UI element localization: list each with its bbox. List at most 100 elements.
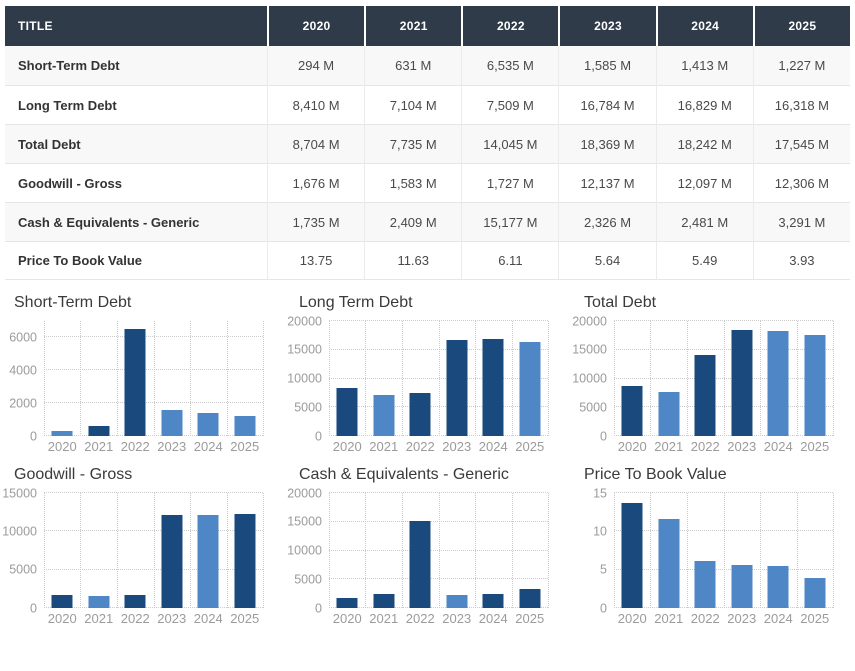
- bar-2024: [197, 412, 219, 436]
- column-header-2021: 2021: [364, 6, 462, 46]
- gridline-horizontal: [614, 377, 833, 379]
- column-header-2020: 2020: [267, 6, 365, 46]
- gridline-horizontal: [329, 578, 548, 580]
- x-tick-label: 2025: [230, 611, 260, 626]
- bar-2023: [731, 330, 753, 436]
- bar-2022: [124, 594, 146, 608]
- cell-value: 14,045 M: [461, 124, 559, 163]
- cell-value: 2,481 M: [655, 202, 753, 241]
- column-header-2023: 2023: [558, 6, 656, 46]
- chart-cash-equivalents: Cash & Equivalents - Generic 0 5000 10000 1…: [285, 454, 570, 626]
- plot-area: [44, 321, 264, 436]
- gridline-vertical: [401, 493, 403, 608]
- bar-2021: [88, 425, 110, 436]
- chart-title: Total Debt: [584, 294, 657, 311]
- table-row-short-term-debt: Short-Term Debt 294 M 631 M 6,535 M 1,58…: [5, 46, 850, 85]
- gridline-vertical: [614, 321, 615, 436]
- cell-value: 2,409 M: [364, 202, 462, 241]
- y-tick-label: 0: [315, 428, 322, 443]
- gridline-vertical: [116, 321, 118, 436]
- x-tick-label: 2021: [369, 611, 399, 626]
- y-tick-label: 10000: [2, 524, 37, 539]
- cell-value: 5.49: [655, 241, 753, 280]
- cell-value: 5.64: [558, 241, 656, 280]
- bar-2023: [161, 409, 183, 436]
- y-tick-label: 15: [593, 485, 607, 500]
- bar-2025: [234, 513, 256, 608]
- cell-value: 1,583 M: [364, 163, 462, 202]
- chart-short-term-debt: Short-Term Debt 0 2000 4000 6000 2020 2021 20…: [0, 282, 285, 454]
- bar-2023: [446, 339, 468, 436]
- cell-value: 6,535 M: [461, 46, 559, 85]
- cell-value: 1,735 M: [267, 202, 365, 241]
- bar-2025: [804, 335, 826, 436]
- y-tick-label: 15000: [287, 514, 322, 529]
- cell-value: 3.93: [752, 241, 850, 280]
- y-tick-label: 15000: [287, 342, 322, 357]
- plot-area: [329, 320, 549, 436]
- gridline-vertical: [723, 493, 725, 608]
- chart-goodwill-gross: Goodwill - Gross 0 5000 10000 15000 2020 202…: [0, 454, 285, 626]
- x-tick-label: 2025: [515, 439, 545, 454]
- x-tick-label: 2023: [727, 439, 757, 454]
- y-tick-label: 15000: [2, 485, 37, 500]
- x-tick-label: 2021: [84, 439, 114, 454]
- plot-area: [614, 492, 834, 608]
- gridline-vertical: [614, 493, 615, 608]
- bar-2024: [197, 515, 219, 608]
- bar-2024: [482, 339, 504, 436]
- gridline-horizontal: [329, 377, 548, 379]
- column-header-2024: 2024: [655, 6, 753, 46]
- row-label: Long Term Debt: [5, 85, 267, 124]
- gridline-vertical: [650, 493, 652, 608]
- cell-value: 1,413 M: [655, 46, 753, 85]
- bar-2023: [446, 594, 468, 608]
- gridline-vertical: [263, 321, 264, 436]
- bar-2021: [88, 595, 110, 608]
- bar-2022: [694, 355, 716, 436]
- gridline-vertical: [511, 493, 513, 608]
- cell-value: 1,676 M: [267, 163, 365, 202]
- y-tick-label: 15000: [572, 342, 607, 357]
- bar-2022: [124, 328, 146, 436]
- cell-value: 1,227 M: [752, 46, 850, 85]
- x-tick-label: 2020: [332, 439, 362, 454]
- bar-2020: [51, 431, 73, 436]
- cell-value: 18,242 M: [655, 124, 753, 163]
- chart-total-debt: Total Debt 0 5000 10000 15000 20000 2020 2021…: [570, 282, 855, 454]
- bar-2021: [658, 391, 680, 436]
- x-tick-label: 2024: [478, 439, 508, 454]
- gridline-horizontal: [44, 568, 263, 570]
- gridline-vertical: [438, 321, 440, 436]
- x-tick-label: 2025: [230, 439, 260, 454]
- gridline-vertical: [44, 493, 45, 608]
- bar-2022: [409, 520, 431, 608]
- gridline-vertical: [474, 493, 476, 608]
- y-tick-label: 5000: [9, 562, 37, 577]
- bar-2020: [336, 598, 358, 608]
- charts-grid: Short-Term Debt 0 2000 4000 6000 2020 2021 20…: [0, 282, 855, 626]
- x-tick-label: 2024: [193, 611, 223, 626]
- gridline-horizontal: [44, 336, 263, 338]
- gridline-vertical: [329, 321, 330, 436]
- bar-2024: [767, 331, 789, 436]
- bar-2020: [51, 595, 73, 608]
- gridline-vertical: [759, 321, 761, 436]
- bar-2020: [621, 385, 643, 436]
- gridline-horizontal: [614, 530, 833, 532]
- bar-2025: [519, 342, 541, 436]
- gridline-vertical: [365, 321, 367, 436]
- x-tick-label: 2022: [405, 439, 435, 454]
- bar-2021: [658, 518, 680, 608]
- gridline-vertical: [796, 493, 798, 608]
- bar-2025: [804, 577, 826, 608]
- gridline-horizontal: [614, 568, 833, 570]
- cell-value: 294 M: [267, 46, 365, 85]
- gridline-vertical: [796, 321, 798, 436]
- x-tick-label: 2020: [617, 439, 647, 454]
- cell-value: 6.11: [461, 241, 559, 280]
- bar-2023: [731, 564, 753, 608]
- cell-value: 7,735 M: [364, 124, 462, 163]
- y-tick-label: 5: [600, 562, 607, 577]
- gridline-horizontal: [329, 607, 548, 608]
